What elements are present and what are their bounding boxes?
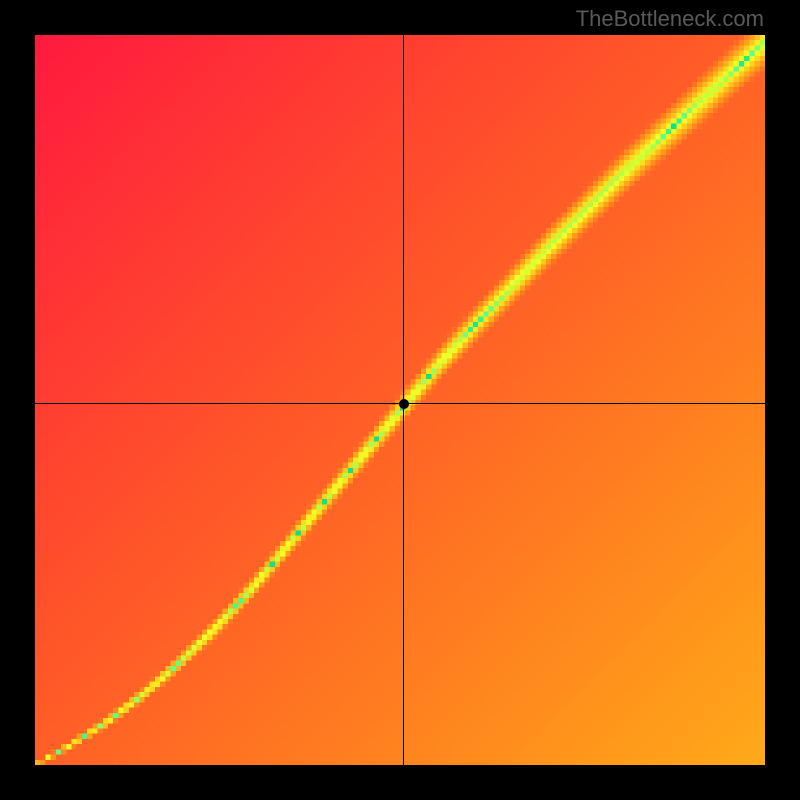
selection-marker[interactable]: [399, 399, 409, 409]
watermark-text: TheBottleneck.com: [576, 6, 764, 32]
chart-container: TheBottleneck.com: [0, 0, 800, 800]
